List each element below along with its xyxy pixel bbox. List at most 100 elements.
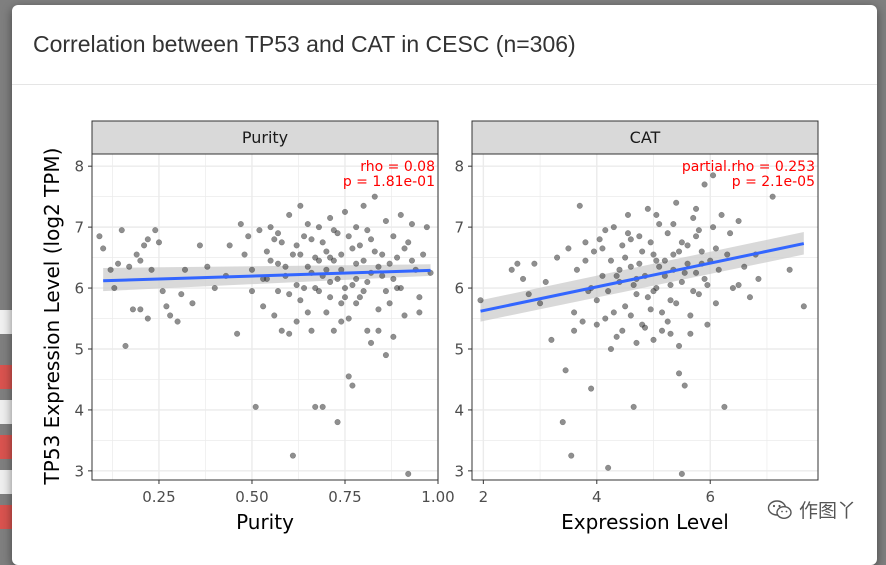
data-point (137, 257, 144, 264)
modal-title: Correlation between TP53 and CAT in CESC… (33, 31, 576, 57)
data-point (334, 419, 341, 426)
data-point (274, 260, 282, 267)
data-point (167, 312, 174, 319)
watermark: 作图丫 (767, 496, 856, 523)
data-point (159, 288, 166, 295)
data-point (602, 315, 609, 322)
data-point (263, 248, 270, 255)
data-point (401, 245, 408, 252)
data-point (636, 233, 643, 240)
data-point (746, 294, 753, 301)
data-point (576, 202, 583, 209)
data-point (653, 211, 660, 218)
panel-background (472, 154, 818, 480)
data-point (701, 181, 708, 188)
x-tick-label: 0.75 (328, 488, 361, 506)
x-tick-label: 2 (479, 488, 489, 506)
data-point (390, 233, 397, 240)
data-point (274, 288, 282, 295)
data-point (196, 242, 203, 249)
data-point (636, 260, 643, 267)
data-point (695, 227, 702, 234)
data-point (245, 233, 252, 240)
data-point (100, 245, 107, 252)
data-point (692, 205, 700, 212)
data-point (721, 403, 728, 410)
data-point (126, 263, 133, 270)
data-point (610, 224, 617, 231)
data-point (735, 281, 742, 289)
data-point (596, 236, 603, 243)
data-point (477, 297, 484, 304)
data-point (514, 260, 521, 267)
data-point (616, 266, 623, 273)
data-point (658, 309, 666, 316)
data-point (111, 285, 118, 292)
data-point (371, 248, 378, 255)
data-point (667, 281, 674, 289)
y-tick-label: 5 (454, 340, 464, 358)
data-point (226, 242, 233, 249)
data-point (312, 254, 319, 261)
y-tick-label: 3 (454, 462, 464, 480)
watermark-text: 作图丫 (798, 500, 856, 522)
data-point (353, 300, 360, 307)
y-tick-label: 6 (74, 280, 84, 298)
correlation-plot: Purity rho = 0.08p = 1.81e-01 3 4 5 6 7 8 0.25 0.… (40, 120, 819, 534)
data-point (289, 251, 296, 258)
data-point (630, 403, 637, 410)
data-point (286, 211, 293, 218)
data-point (319, 403, 326, 410)
data-point (137, 306, 144, 313)
data-point (375, 263, 382, 270)
data-point (301, 233, 308, 240)
data-point (681, 269, 688, 276)
data-point (353, 275, 360, 282)
data-point (416, 309, 423, 316)
data-point (397, 211, 404, 218)
data-point (718, 211, 725, 218)
data-point (624, 230, 632, 237)
data-point (274, 230, 282, 237)
data-point (241, 251, 248, 258)
y-tick-label: 8 (454, 158, 464, 176)
data-point (267, 257, 274, 264)
data-point (667, 330, 674, 337)
data-point (96, 233, 103, 240)
data-point (286, 330, 293, 337)
data-point (345, 233, 352, 240)
data-point (690, 288, 697, 295)
data-point (639, 248, 646, 255)
data-point (644, 294, 651, 301)
data-point (107, 266, 114, 273)
data-point (519, 275, 527, 282)
background-row (0, 310, 14, 334)
data-point (349, 281, 356, 289)
background-row (0, 365, 14, 389)
data-point (704, 321, 711, 328)
data-point (390, 333, 397, 340)
data-point (613, 272, 620, 279)
data-point (710, 172, 717, 179)
data-point (624, 211, 632, 218)
data-point (622, 254, 629, 261)
data-point (129, 306, 136, 313)
data-point (234, 330, 241, 337)
data-point (248, 266, 256, 273)
data-point (379, 251, 386, 258)
data-point (712, 300, 719, 307)
data-point (133, 251, 140, 258)
data-point (341, 294, 349, 301)
data-point (405, 470, 412, 477)
data-point (619, 327, 626, 334)
data-point (698, 248, 705, 255)
data-point (673, 199, 680, 206)
data-point (293, 318, 300, 325)
data-point (345, 373, 352, 380)
data-point (141, 242, 148, 249)
data-point (602, 227, 609, 234)
data-point (356, 294, 363, 301)
data-point (308, 327, 315, 334)
panel-background (92, 154, 438, 480)
